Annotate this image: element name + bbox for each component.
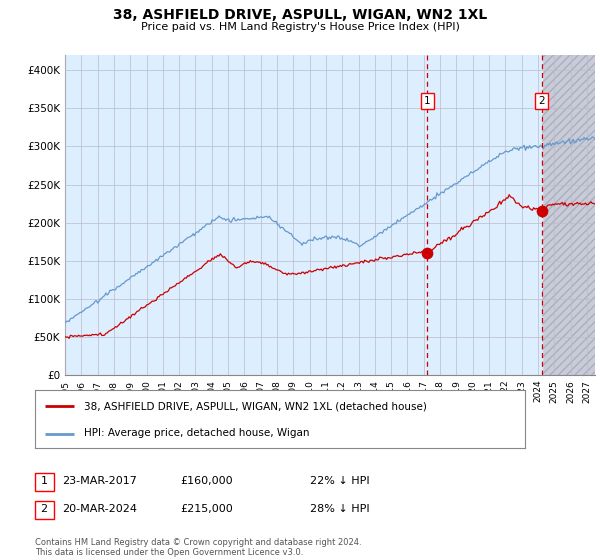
Text: 38, ASHFIELD DRIVE, ASPULL, WIGAN, WN2 1XL: 38, ASHFIELD DRIVE, ASPULL, WIGAN, WN2 1… <box>113 8 487 22</box>
Text: 1: 1 <box>41 476 47 486</box>
Text: £160,000: £160,000 <box>180 476 233 486</box>
Text: 22% ↓ HPI: 22% ↓ HPI <box>310 476 370 486</box>
Text: Price paid vs. HM Land Registry's House Price Index (HPI): Price paid vs. HM Land Registry's House … <box>140 22 460 32</box>
Text: HPI: Average price, detached house, Wigan: HPI: Average price, detached house, Wiga… <box>84 428 310 438</box>
FancyBboxPatch shape <box>35 473 53 491</box>
Text: 1: 1 <box>424 96 431 106</box>
Text: 20-MAR-2024: 20-MAR-2024 <box>62 504 137 514</box>
Bar <box>542 55 600 375</box>
FancyBboxPatch shape <box>35 501 53 519</box>
Text: 2: 2 <box>538 96 545 106</box>
Text: Contains HM Land Registry data © Crown copyright and database right 2024.
This d: Contains HM Land Registry data © Crown c… <box>35 538 362 557</box>
Text: 28% ↓ HPI: 28% ↓ HPI <box>310 504 370 514</box>
Bar <box>427 55 542 375</box>
Bar <box>542 55 600 375</box>
Point <box>422 249 432 258</box>
Text: 38, ASHFIELD DRIVE, ASPULL, WIGAN, WN2 1XL (detached house): 38, ASHFIELD DRIVE, ASPULL, WIGAN, WN2 1… <box>84 401 427 411</box>
Text: 2: 2 <box>40 504 47 514</box>
Point <box>537 207 547 216</box>
Text: £215,000: £215,000 <box>180 504 233 514</box>
Text: 23-MAR-2017: 23-MAR-2017 <box>62 476 137 486</box>
